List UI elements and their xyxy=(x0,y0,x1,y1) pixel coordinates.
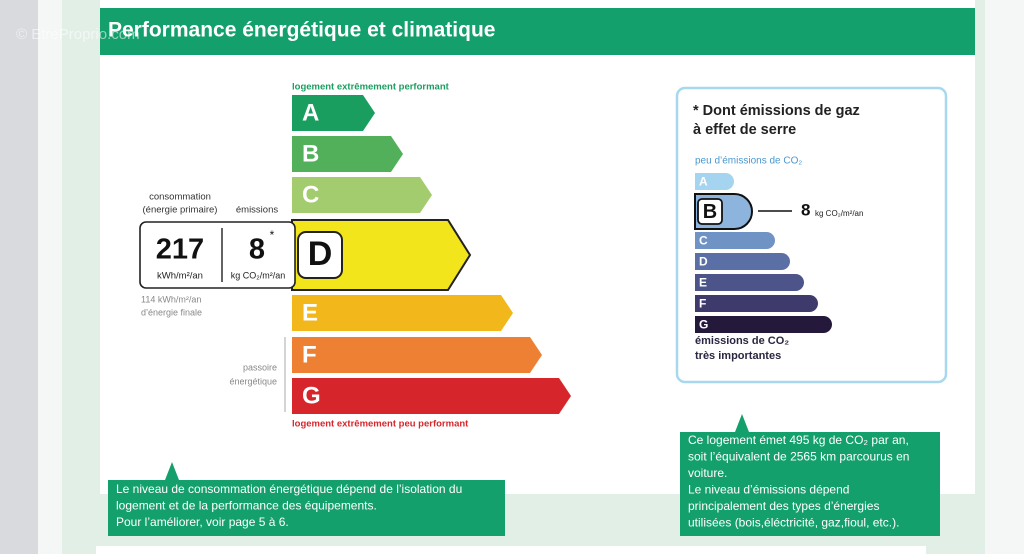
energy-letter: C xyxy=(302,181,319,208)
ghg-bar xyxy=(695,274,804,291)
ghg-bar xyxy=(695,295,819,312)
bottom-panel xyxy=(96,546,926,554)
ghg-letter: F xyxy=(699,297,706,311)
ghg-title: * Dont émissions de gaz xyxy=(693,103,860,119)
emissions-value: 8 xyxy=(249,234,265,266)
passoire-label: passoire xyxy=(243,362,277,372)
consumption-value: 217 xyxy=(156,234,204,266)
callout-line: Le niveau de consommation énergétique dé… xyxy=(116,482,462,496)
energy-bar xyxy=(292,295,513,331)
callout-left xyxy=(108,462,505,536)
ghg-bar xyxy=(695,232,775,249)
final-energy: 114 kWh/m²/an xyxy=(141,294,201,304)
ghg-letter: A xyxy=(699,175,708,189)
letter-frame xyxy=(297,231,343,279)
ghg-bottom-label: émissions de CO₂ xyxy=(695,335,789,347)
callout-line: logement et de la performance des équipe… xyxy=(116,499,377,513)
energy-letter: G xyxy=(302,382,321,409)
energy-box xyxy=(139,221,296,289)
ghg-bar xyxy=(695,173,734,190)
ghg-bar xyxy=(695,316,832,333)
header-bar xyxy=(100,8,975,55)
consumption-label: (énergie primaire) xyxy=(143,205,218,216)
passoire-label: énergétique xyxy=(229,376,277,386)
bottom-label: logement extrêmement peu performant xyxy=(292,419,469,430)
ghg-title: à effet de serre xyxy=(693,122,796,138)
left-strip xyxy=(0,0,38,554)
ghg-letter: E xyxy=(699,276,707,290)
emissions-label: émissions xyxy=(236,205,278,216)
ghg-bottom-label: très importantes xyxy=(695,350,781,362)
ghg-top-label: peu d’émissions de CO₂ xyxy=(695,156,802,167)
callout-right xyxy=(680,414,940,536)
callout-line: Pour l’améliorer, voir page 5 à 6. xyxy=(116,515,289,529)
ghg-bar xyxy=(695,253,790,270)
emissions-unit: kg CO₂/m²/an xyxy=(231,270,286,280)
watermark: © EtreProprio.com xyxy=(16,26,140,43)
emissions-marker: * xyxy=(270,228,275,242)
callout-texts: Le niveau de consommation énergétique dé… xyxy=(116,433,909,530)
callout-line: Le niveau d’émissions dépend xyxy=(688,483,849,497)
energy-letter: F xyxy=(302,341,317,368)
consumption-label: consommation xyxy=(149,192,211,203)
final-energy: d’énergie finale xyxy=(141,307,202,317)
callout-line: utilisées (bois,éléctricité, gaz,fioul, … xyxy=(688,516,899,530)
ghg-letter: C xyxy=(699,234,708,248)
ghg-value: 8 xyxy=(801,200,810,219)
energy-bar xyxy=(292,337,542,373)
ghg-letter: D xyxy=(699,255,708,269)
callout-line: Ce logement émet 495 kg de CO₂ par an, xyxy=(688,433,909,447)
ghg-letter: G xyxy=(699,318,708,332)
consumption-unit: kWh/m²/an xyxy=(157,271,203,282)
energy-letter: A xyxy=(302,99,319,126)
ghg-letter: B xyxy=(703,201,717,223)
energy-letter: D xyxy=(308,235,333,273)
energy-bar xyxy=(292,136,403,172)
energy-bar xyxy=(292,378,571,414)
letter-frame xyxy=(697,198,723,225)
header-title: Performance énergétique et climatique xyxy=(108,19,495,42)
top-label: logement extrêmement performant xyxy=(292,82,450,93)
callout-line: principalement des types d’énergies xyxy=(688,499,879,513)
callout-line: soit l’équivalent de 2565 km parcourus e… xyxy=(688,450,909,464)
ghg-unit: kg CO₂/m²/an xyxy=(815,209,863,218)
callout-line: voiture. xyxy=(688,466,727,480)
energy-letter: B xyxy=(302,140,319,167)
energy-bar xyxy=(292,177,432,213)
energy-letter: E xyxy=(302,299,318,326)
energy-bar xyxy=(292,95,375,131)
